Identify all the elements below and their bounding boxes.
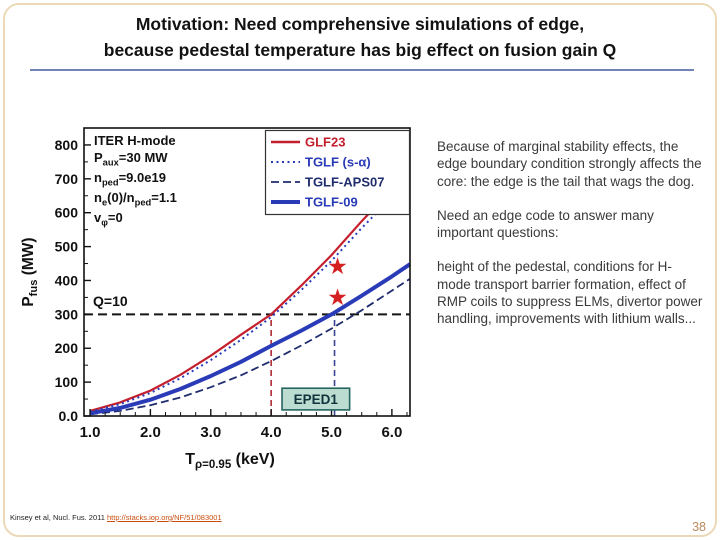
y-tick-label: 100 [55,374,79,390]
legend-label: TGLF (s-α) [305,155,371,170]
citation-link[interactable]: http://stacks.iop.org/NF/51/083001 [107,513,222,522]
legend-label: GLF23 [305,135,345,150]
plot-annotations: ITER H-mode Paux=30 MW nped=9.0e19 ne(0)/np… [94,132,177,229]
plot-frame [83,127,411,417]
y-tick-label: 0.0 [59,408,79,424]
star-marker: ★ [327,284,348,310]
y-tick-label: 400 [55,272,79,288]
paragraph-questions: height of the pedestal, conditions for H… [437,259,703,327]
star-marker: ★ [327,253,348,279]
series-TGLF-09 [89,262,412,416]
legend-label: TGLF-09 [305,195,358,210]
plot-annotation-line: ITER H-mode [94,133,176,148]
q10-label: Q=10 [93,293,128,309]
paragraph-marginal-stability: Because of marginal stability effects, t… [437,139,702,189]
title-divider-line [30,69,694,71]
paragraph-edge-code: Need an edge code to answer many importa… [437,207,654,241]
series-GLF23 [89,167,411,412]
y-axis-label: Pfus (MW) [19,237,41,307]
series-TGLF-s-alpha [89,176,411,413]
plot-annotation-line: nped=9.0e19 [94,170,166,188]
citation: Kinsey et al, Nucl. Fus. 2011 http://sta… [10,513,222,522]
page-number: 38 [692,520,706,534]
eped1-box [281,387,351,411]
x-tick-label: 4.0 [261,424,282,441]
plot-annotation-line: Paux=30 MW [94,150,168,168]
legend: GLF23 TGLF (s-α) TGLF-APS07 TGLF-09 [264,129,411,216]
series-TGLF-APS07 [89,278,411,416]
y-tick-label: 200 [55,340,79,356]
y-tick-label: 500 [55,239,79,255]
fusion-gain-chart: Pfus (MW) 1.0 2.0 3.0 4.0 5.0 6.0 0.0 100 200 300… [20,120,420,540]
citation-text: Kinsey et al, Nucl. Fus. 2011 [10,513,107,522]
x-tick-label: 1.0 [80,424,101,441]
x-tick-label: 6.0 [381,424,402,441]
chart-canvas: 1.0 2.0 3.0 4.0 5.0 6.0 0.0 100 200 300 400 500 600 7… [55,127,412,441]
x-tick-label: 3.0 [200,424,221,441]
y-tick-label: 600 [55,205,79,221]
right-text-column: Because of marginal stability effects, t… [437,138,703,344]
eped1-label: EPED1 [294,392,339,407]
y-tick-label: 700 [55,171,79,187]
plot-annotation-line: ne(0)/nped=1.1 [94,190,177,208]
legend-label: TGLF-APS07 [305,175,384,190]
x-axis-label: Tρ=0.95 (keV) [185,451,275,472]
x-tick-label: 2.0 [140,424,161,441]
plot-annotation-line: vφ=0 [94,209,123,228]
title-line-2: because pedestal temperature has big eff… [103,40,617,61]
y-tick-label: 300 [55,306,79,322]
slide-title: Motivation: Need comprehensive simulatio… [40,11,680,64]
x-tick-label: 5.0 [321,424,342,441]
title-line-1: Motivation: Need comprehensive simulatio… [135,14,585,34]
y-tick-label: 800 [55,137,79,153]
